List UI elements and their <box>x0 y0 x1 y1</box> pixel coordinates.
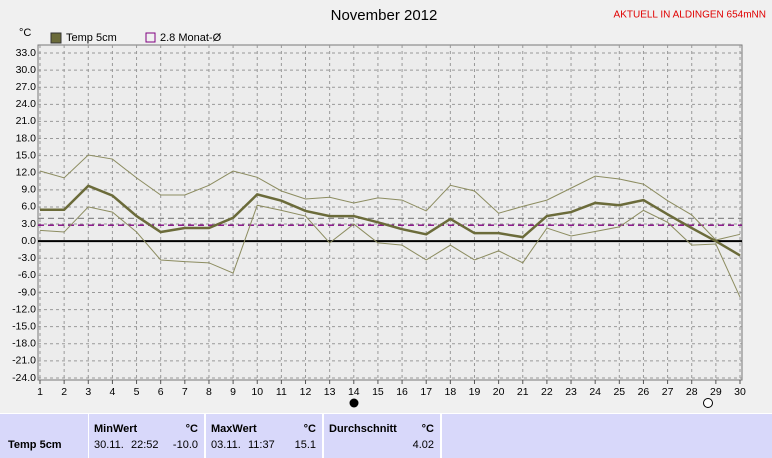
x-tick-label: 14 <box>348 386 360 398</box>
x-tick-label: 28 <box>686 386 698 398</box>
y-tick-label: -24.0 <box>12 372 36 384</box>
y-tick-label: 33.0 <box>16 47 37 59</box>
value: 4.02 <box>412 439 434 451</box>
y-tick-label: -18.0 <box>12 338 36 350</box>
y-tick-label: 9.0 <box>21 184 36 196</box>
moon-icon <box>703 398 713 408</box>
time: 11:37 <box>248 439 275 451</box>
x-tick-label: 18 <box>445 386 457 398</box>
y-unit: °C <box>19 27 31 39</box>
date: 30.11. <box>94 439 124 451</box>
series-line <box>39 204 741 298</box>
y-tick-label: -21.0 <box>12 355 36 367</box>
moon-icon <box>349 398 359 408</box>
col-unit: °C <box>421 423 434 435</box>
x-tick-label: 24 <box>589 386 601 398</box>
table-cell: MinWert °C 30.11. 22:52 -10.0 <box>89 414 204 458</box>
x-tick-label: 21 <box>517 386 529 398</box>
y-tick-label: -3.0 <box>18 252 36 264</box>
col-unit: °C <box>303 423 316 435</box>
x-tick-label: 23 <box>565 386 577 398</box>
table-cell <box>442 414 772 458</box>
date: 03.11. <box>211 439 241 451</box>
x-tick-label: 8 <box>206 386 212 398</box>
x-tick-label: 19 <box>469 386 481 398</box>
table-cell: Temp 5cm <box>0 414 88 458</box>
y-tick-label: 27.0 <box>16 81 37 93</box>
chart: November 2012 AKTUELL IN ALDINGEN 654mNN… <box>12 7 766 408</box>
x-tick-label: 17 <box>420 386 432 398</box>
col-header: Durchschnitt <box>329 423 397 435</box>
y-tick-label: -12.0 <box>12 303 36 315</box>
time: 22:52 <box>131 439 159 451</box>
x-tick-label: 16 <box>396 386 408 398</box>
x-tick-label: 22 <box>541 386 553 398</box>
legend-swatch <box>50 32 62 44</box>
y-tick-label: 18.0 <box>16 132 37 144</box>
x-tick-label: 25 <box>613 386 625 398</box>
series-line <box>39 154 741 241</box>
y-tick-label: 12.0 <box>16 167 37 179</box>
y-tick-label: 21.0 <box>16 115 37 127</box>
x-tick-label: 15 <box>372 386 384 398</box>
x-tick-label: 1 <box>37 386 43 398</box>
x-tick-label: 12 <box>300 386 312 398</box>
chart-title: November 2012 <box>331 7 438 24</box>
x-tick-label: 2 <box>61 386 67 398</box>
legend-label: 2.8 Monat-Ø <box>160 32 222 44</box>
col-header: MaxWert <box>211 423 257 435</box>
value: 15.1 <box>294 439 316 451</box>
x-tick-label: 29 <box>710 386 722 398</box>
legend-swatch <box>145 32 156 43</box>
y-tick-label: -6.0 <box>18 269 36 281</box>
x-tick-label: 27 <box>662 386 674 398</box>
x-tick-label: 13 <box>324 386 336 398</box>
x-tick-label: 26 <box>638 386 650 398</box>
x-tick-label: 5 <box>134 386 140 398</box>
x-tick-label: 7 <box>182 386 188 398</box>
legend-label: Temp 5cm <box>66 32 117 44</box>
chart-subtitle: AKTUELL IN ALDINGEN 654mNN <box>614 10 766 21</box>
y-tick-label: 6.0 <box>21 201 36 213</box>
value: -10.0 <box>172 439 198 451</box>
x-tick-label: 10 <box>251 386 263 398</box>
x-tick-label: 30 <box>734 386 746 398</box>
x-tick-label: 4 <box>109 386 115 398</box>
row-label: Temp 5cm <box>8 439 62 451</box>
y-tick-label: 30.0 <box>16 64 37 76</box>
y-tick-label: 0.0 <box>21 235 36 247</box>
plot-frame <box>37 44 743 381</box>
y-tick-label: -9.0 <box>18 286 36 298</box>
y-tick-label: 24.0 <box>16 98 37 110</box>
table-cell: MaxWert °C 03.11. 11:37 15.1 <box>206 414 322 458</box>
x-tick-label: 9 <box>230 386 236 398</box>
stats-table: Temp 5cm MinWert °C 30.11. 22:52 -10.0 M… <box>0 413 772 458</box>
series-line <box>40 184 741 257</box>
y-tick-label: -15.0 <box>12 320 36 332</box>
col-unit: °C <box>185 423 198 435</box>
x-tick-label: 3 <box>85 386 91 398</box>
col-header: MinWert <box>94 423 138 435</box>
x-tick-label: 11 <box>276 386 287 398</box>
y-tick-label: 3.0 <box>21 218 36 230</box>
y-tick-label: 15.0 <box>16 149 37 161</box>
x-tick-label: 20 <box>493 386 505 398</box>
x-tick-label: 6 <box>158 386 164 398</box>
table-cell: Durchschnitt °C 4.02 <box>324 414 440 458</box>
